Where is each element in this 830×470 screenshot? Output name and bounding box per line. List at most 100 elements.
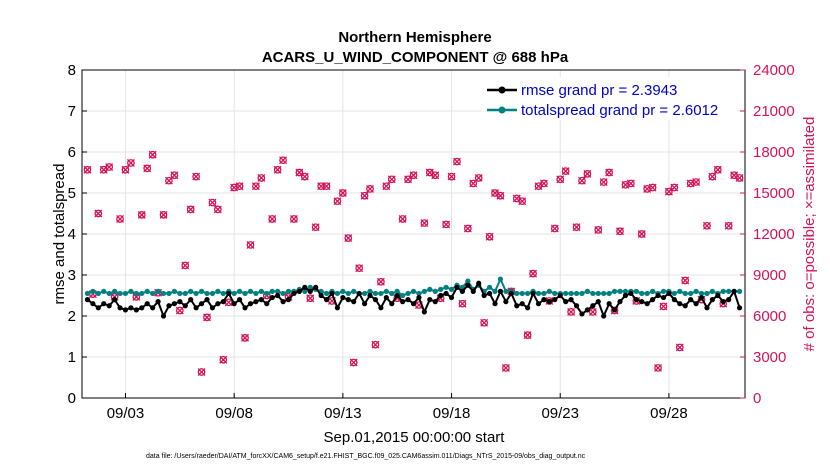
obs-possible-marker	[197, 368, 206, 376]
obs-assimilated-marker	[387, 175, 396, 184]
obs-count-point	[594, 225, 603, 234]
totalspread-point	[448, 286, 455, 292]
rmse-point	[133, 307, 139, 313]
obs-possible-marker	[485, 232, 494, 241]
rmse-point	[128, 305, 134, 311]
rmse-point	[182, 303, 188, 309]
obs-possible-marker	[648, 183, 657, 192]
rmse-point	[666, 290, 672, 297]
totalspread-point	[128, 288, 134, 294]
obs-assimilated-marker	[463, 224, 472, 233]
obs-possible-marker	[654, 364, 662, 372]
obs-assimilated-marker	[425, 168, 434, 177]
totalspread-point	[579, 290, 585, 297]
obs-possible-marker	[116, 215, 124, 223]
obs-possible-marker	[268, 215, 277, 223]
y-right-tick-label: 12000	[753, 226, 795, 243]
totalspread-point	[264, 290, 270, 297]
rmse-point	[296, 288, 302, 294]
rmse-point	[155, 299, 161, 305]
totalspread-point	[704, 290, 710, 297]
obs-possible-marker	[627, 179, 635, 188]
rmse-point	[188, 297, 194, 303]
y-left-tick-label: 0	[68, 390, 76, 407]
obs-count-point	[181, 261, 190, 270]
obs-count-point	[338, 189, 347, 197]
totalspread-point	[410, 288, 417, 294]
rmse-point	[421, 309, 427, 315]
obs-assimilated-marker	[485, 232, 494, 241]
rmse-point	[405, 297, 411, 303]
obs-count-point	[702, 221, 711, 230]
y-right-tick-label: 18000	[753, 144, 795, 161]
legend-rmse-label: rmse grand pr = 2.3943	[521, 82, 677, 99]
obs-assimilated-marker	[659, 302, 668, 311]
rmse-point	[389, 301, 395, 307]
rmse-point	[231, 301, 237, 307]
totalspread-point	[611, 288, 618, 294]
rmse-point	[579, 311, 585, 317]
x-axis-ticks: 09/03 09/08 09/13 09/18 09/23 09/28	[107, 393, 688, 422]
obs-possible-marker	[540, 179, 548, 188]
rmse-point	[117, 305, 123, 311]
rmse-point	[514, 303, 520, 309]
obs-count-point	[681, 276, 690, 285]
rmse-point	[677, 301, 683, 307]
rmse-point	[698, 294, 705, 301]
rmse-point	[584, 307, 591, 313]
totalspread-point	[90, 288, 96, 294]
totalspread-point	[438, 286, 444, 292]
obs-possible-marker	[300, 172, 309, 181]
rmse-point	[144, 301, 150, 307]
obs-count-point	[605, 168, 614, 177]
totalspread-point	[160, 290, 167, 297]
totalspread-point	[595, 290, 601, 297]
obs-possible-marker	[235, 182, 244, 191]
obs-assimilated-marker	[382, 182, 391, 191]
obs-assimilated-marker	[501, 363, 510, 372]
obs-possible-marker	[588, 308, 597, 316]
rmse-point	[356, 290, 362, 297]
obs-count-point	[453, 157, 461, 166]
chart-subtitle: ACARS_U_WIND_COMPONENT @ 688 hPa	[262, 49, 569, 66]
obs-possible-marker	[735, 174, 744, 182]
obs-possible-marker	[273, 165, 282, 174]
obs-possible-marker	[605, 168, 613, 177]
obs-possible-marker	[192, 172, 200, 181]
obs-assimilated-marker	[94, 209, 103, 218]
rmse-point	[427, 297, 433, 303]
obs-possible-marker	[523, 331, 532, 339]
totalspread-point	[617, 288, 623, 294]
obs-assimilated-marker	[224, 298, 233, 307]
obs-count-point	[572, 223, 581, 232]
obs-count-point	[496, 191, 505, 200]
obs-possible-marker	[518, 197, 527, 206]
obs-possible-marker	[186, 205, 195, 214]
rmse-point	[650, 297, 656, 303]
totalspread-point	[720, 288, 726, 294]
obs-count-point	[599, 178, 608, 187]
obs-possible-marker	[572, 223, 581, 232]
totalspread-point	[693, 288, 699, 294]
totalspread-point	[389, 290, 395, 297]
obs-count-point	[616, 227, 624, 236]
rmse-point	[693, 301, 699, 307]
totalspread-point	[519, 290, 525, 297]
obs-possible-marker	[442, 220, 450, 229]
obs-assimilated-marker	[300, 172, 309, 181]
obs-count-point	[529, 269, 538, 278]
rmse-point	[481, 292, 487, 299]
obs-possible-marker	[170, 171, 179, 180]
obs-possible-marker	[355, 264, 364, 273]
obs-assimilated-marker	[578, 176, 586, 185]
y-right-tick-label: 0	[753, 390, 761, 407]
rmse-point	[443, 290, 449, 297]
totalspread-point	[421, 288, 427, 294]
obs-possible-marker	[377, 277, 385, 286]
rmse-point	[307, 288, 313, 294]
obs-count-point	[735, 174, 744, 182]
totalspread-point	[590, 290, 596, 297]
rmse-point	[639, 299, 645, 305]
obs-assimilated-marker	[735, 174, 744, 182]
obs-assimilated-marker	[241, 333, 249, 342]
